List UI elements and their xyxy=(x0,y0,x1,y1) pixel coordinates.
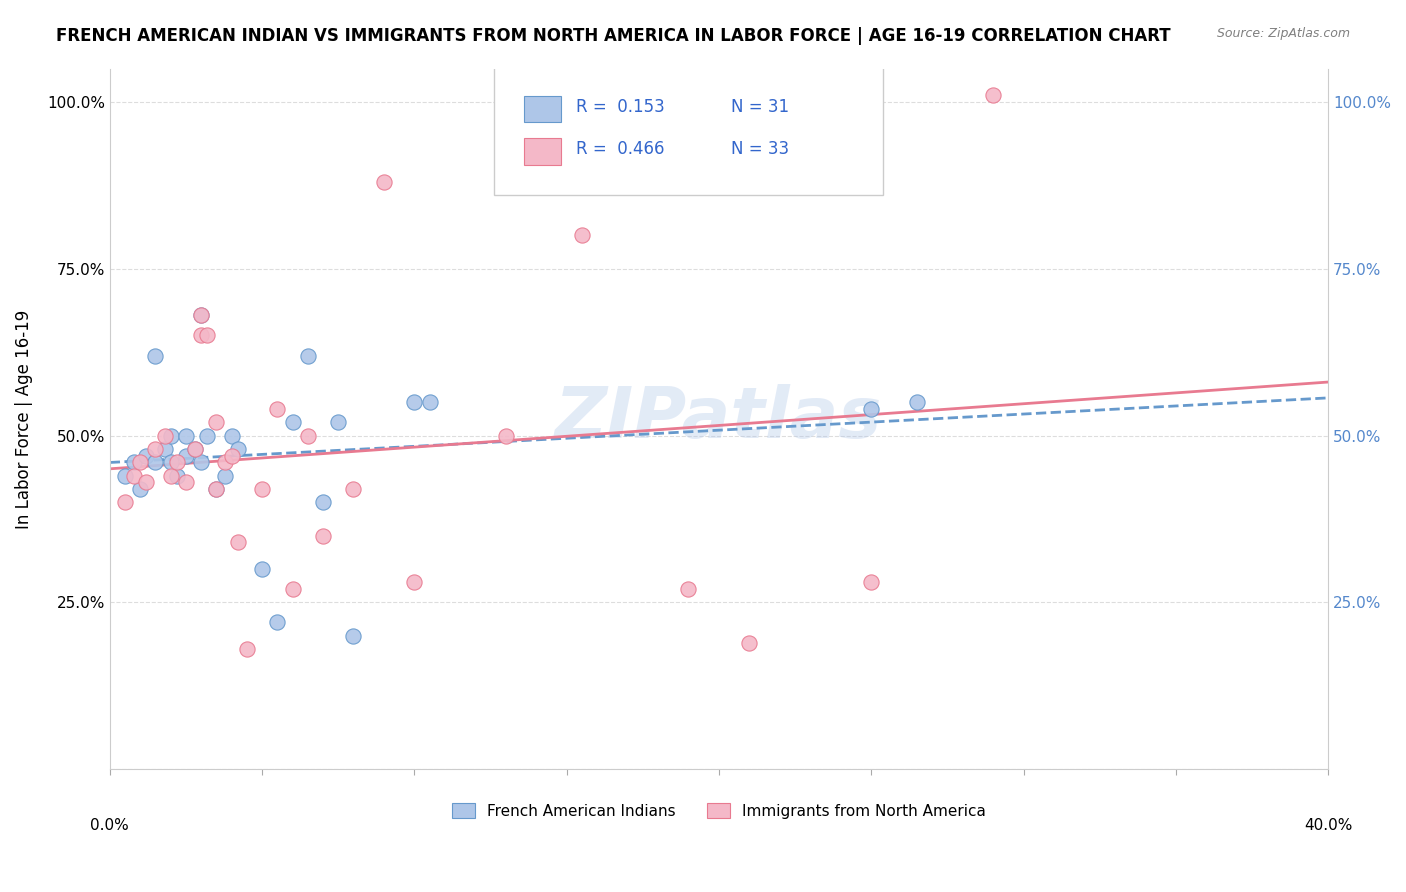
Point xyxy=(419,395,441,409)
Point xyxy=(905,395,928,409)
Point xyxy=(190,328,212,343)
Point xyxy=(281,582,304,596)
FancyBboxPatch shape xyxy=(494,65,883,194)
Point xyxy=(214,455,236,469)
Point xyxy=(266,615,288,630)
Point xyxy=(373,175,395,189)
Point xyxy=(226,442,249,456)
Point xyxy=(174,428,197,442)
Point xyxy=(328,415,350,429)
Point xyxy=(571,228,593,243)
Point xyxy=(860,575,883,590)
Point xyxy=(281,415,304,429)
Point xyxy=(221,428,243,442)
Point xyxy=(312,495,335,509)
Point xyxy=(214,468,236,483)
Point xyxy=(145,455,167,469)
Point xyxy=(236,642,259,657)
Point xyxy=(342,629,364,643)
Text: ZIPatlas: ZIPatlas xyxy=(555,384,883,453)
Point xyxy=(153,428,176,442)
Point xyxy=(404,395,426,409)
Point xyxy=(266,401,288,416)
Y-axis label: In Labor Force | Age 16-19: In Labor Force | Age 16-19 xyxy=(15,310,32,529)
Point xyxy=(122,455,145,469)
Point xyxy=(135,475,157,490)
Point xyxy=(166,468,188,483)
Point xyxy=(205,415,228,429)
Point xyxy=(297,428,319,442)
Point xyxy=(153,442,176,456)
Point xyxy=(738,635,761,649)
Point xyxy=(205,482,228,496)
Point xyxy=(312,529,335,543)
Point xyxy=(195,328,218,343)
Point xyxy=(860,401,883,416)
Point xyxy=(190,309,212,323)
Text: 0.0%: 0.0% xyxy=(90,818,129,833)
Point xyxy=(678,582,700,596)
Text: FRENCH AMERICAN INDIAN VS IMMIGRANTS FROM NORTH AMERICA IN LABOR FORCE | AGE 16-: FRENCH AMERICAN INDIAN VS IMMIGRANTS FRO… xyxy=(56,27,1171,45)
Text: R =  0.466: R = 0.466 xyxy=(576,140,665,158)
Point xyxy=(135,449,157,463)
Point xyxy=(184,442,207,456)
FancyBboxPatch shape xyxy=(524,138,561,164)
Point xyxy=(122,468,145,483)
Point xyxy=(159,428,181,442)
Text: N = 33: N = 33 xyxy=(731,140,789,158)
Point xyxy=(495,428,517,442)
Point xyxy=(129,455,152,469)
Point xyxy=(190,455,212,469)
Point xyxy=(166,455,188,469)
Point xyxy=(174,449,197,463)
FancyBboxPatch shape xyxy=(524,95,561,122)
Point xyxy=(195,428,218,442)
Point xyxy=(250,562,273,576)
Point xyxy=(145,442,167,456)
Point xyxy=(205,482,228,496)
Point xyxy=(114,495,136,509)
Point xyxy=(174,475,197,490)
Point xyxy=(297,349,319,363)
Text: 40.0%: 40.0% xyxy=(1303,818,1353,833)
Text: R =  0.153: R = 0.153 xyxy=(576,98,665,116)
Point xyxy=(184,442,207,456)
Point xyxy=(114,468,136,483)
Point xyxy=(981,88,1004,103)
Point xyxy=(250,482,273,496)
Point xyxy=(404,575,426,590)
Point xyxy=(221,449,243,463)
Legend: French American Indians, Immigrants from North America: French American Indians, Immigrants from… xyxy=(446,797,991,825)
Point xyxy=(129,482,152,496)
Point xyxy=(159,455,181,469)
Point xyxy=(145,349,167,363)
Text: Source: ZipAtlas.com: Source: ZipAtlas.com xyxy=(1216,27,1350,40)
Point xyxy=(159,468,181,483)
Point xyxy=(190,309,212,323)
Point xyxy=(342,482,364,496)
Point xyxy=(226,535,249,549)
Text: N = 31: N = 31 xyxy=(731,98,789,116)
